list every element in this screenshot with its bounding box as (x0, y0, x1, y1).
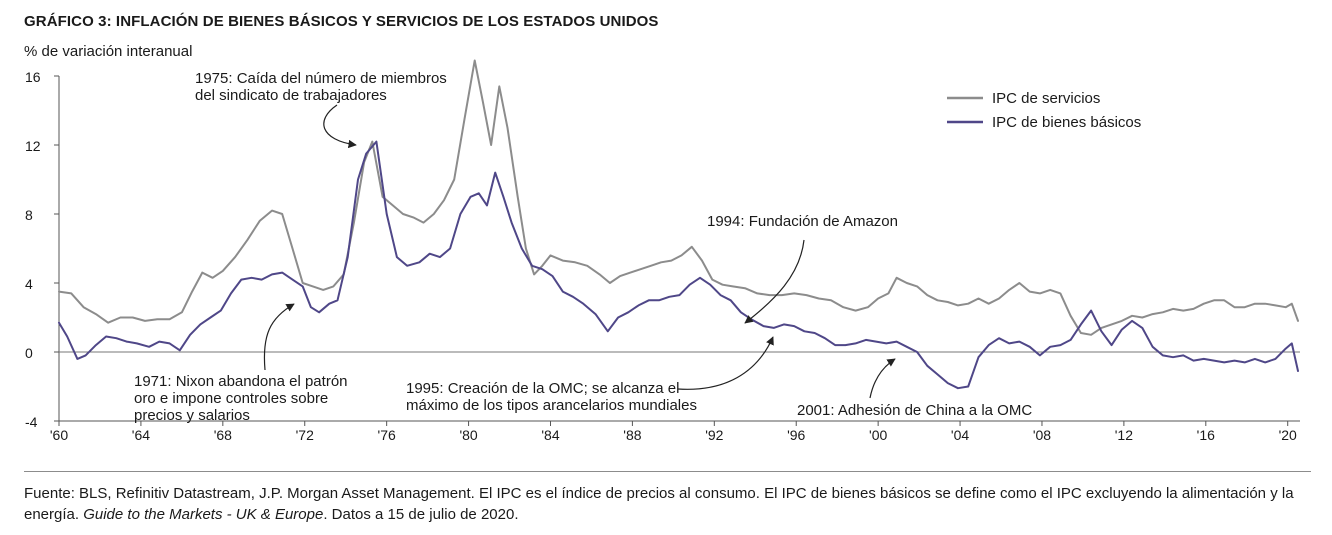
y-axis-label: % de variación interanual (24, 43, 193, 60)
annotation-text: del sindicato de trabajadores (195, 87, 387, 104)
legend-label: IPC de bienes básicos (992, 114, 1141, 131)
annotation-arrow (869, 358, 896, 399)
y-tick-label: 16 (25, 69, 41, 85)
x-tick-label: '04 (951, 427, 969, 443)
annotation-arrow (744, 239, 805, 324)
x-tick-label: '64 (132, 427, 150, 443)
x-tick-label: '76 (378, 427, 396, 443)
x-tick-label: '00 (869, 427, 887, 443)
annotation-text: 1995: Creación de la OMC; se alcanza el (406, 380, 679, 397)
x-tick-label: '72 (296, 427, 314, 443)
x-tick-label: '92 (705, 427, 723, 443)
series-line-services (58, 59, 1299, 336)
x-tick-label: '08 (1033, 427, 1051, 443)
series-line-core-goods (58, 140, 1299, 390)
source-date: . Datos a 15 de julio de 2020. (323, 506, 519, 523)
x-tick-label: '12 (1115, 427, 1133, 443)
x-tick-label: '80 (459, 427, 477, 443)
y-tick-label: 4 (25, 276, 33, 292)
x-tick-label: '84 (541, 427, 559, 443)
annotation-arrow (263, 303, 295, 371)
source-publication: Guide to the Markets - UK & Europe (83, 506, 324, 523)
annotation-text: precios y salarios (134, 407, 250, 424)
source-main: Fuente: BLS, Refinitiv Datastream, J.P. … (24, 485, 1294, 523)
x-tick-label: '88 (623, 427, 641, 443)
y-tick-label: -4 (25, 414, 38, 430)
annotation-arrow (323, 104, 357, 149)
annotation-text: 1994: Fundación de Amazon (707, 213, 898, 230)
y-tick-label: 0 (25, 345, 33, 361)
annotation-text: 1975: Caída del número de miembros (195, 70, 447, 87)
x-tick-label: '68 (214, 427, 232, 443)
annotation-text: 2001: Adhesión de China a la OMC (797, 402, 1032, 419)
annotation-arrow (677, 336, 774, 390)
x-tick-label: '16 (1197, 427, 1215, 443)
x-tick-label: '60 (50, 427, 68, 443)
x-tick-label: '20 (1279, 427, 1297, 443)
annotation-text: máximo de los tipos arancelarios mundial… (406, 397, 697, 414)
footer-divider (24, 471, 1311, 472)
chart-title: GRÁFICO 3: INFLACIÓN DE BIENES BÁSICOS Y… (24, 13, 659, 30)
y-tick-label: 12 (25, 138, 41, 154)
x-tick-label: '96 (787, 427, 805, 443)
line-chart: -4 0 4 8 12 16 '60 '64 '68 '72 '76 '80 '84 '88 '92 '96 '… (25, 59, 1300, 443)
annotation-text: 1971: Nixon abandona el patrón (134, 373, 348, 390)
annotation-text: oro e impone controles sobre (134, 390, 328, 407)
source-note: Fuente: BLS, Refinitiv Datastream, J.P. … (24, 483, 1314, 525)
legend-label: IPC de servicios (992, 90, 1100, 107)
y-tick-label: 8 (25, 207, 33, 223)
